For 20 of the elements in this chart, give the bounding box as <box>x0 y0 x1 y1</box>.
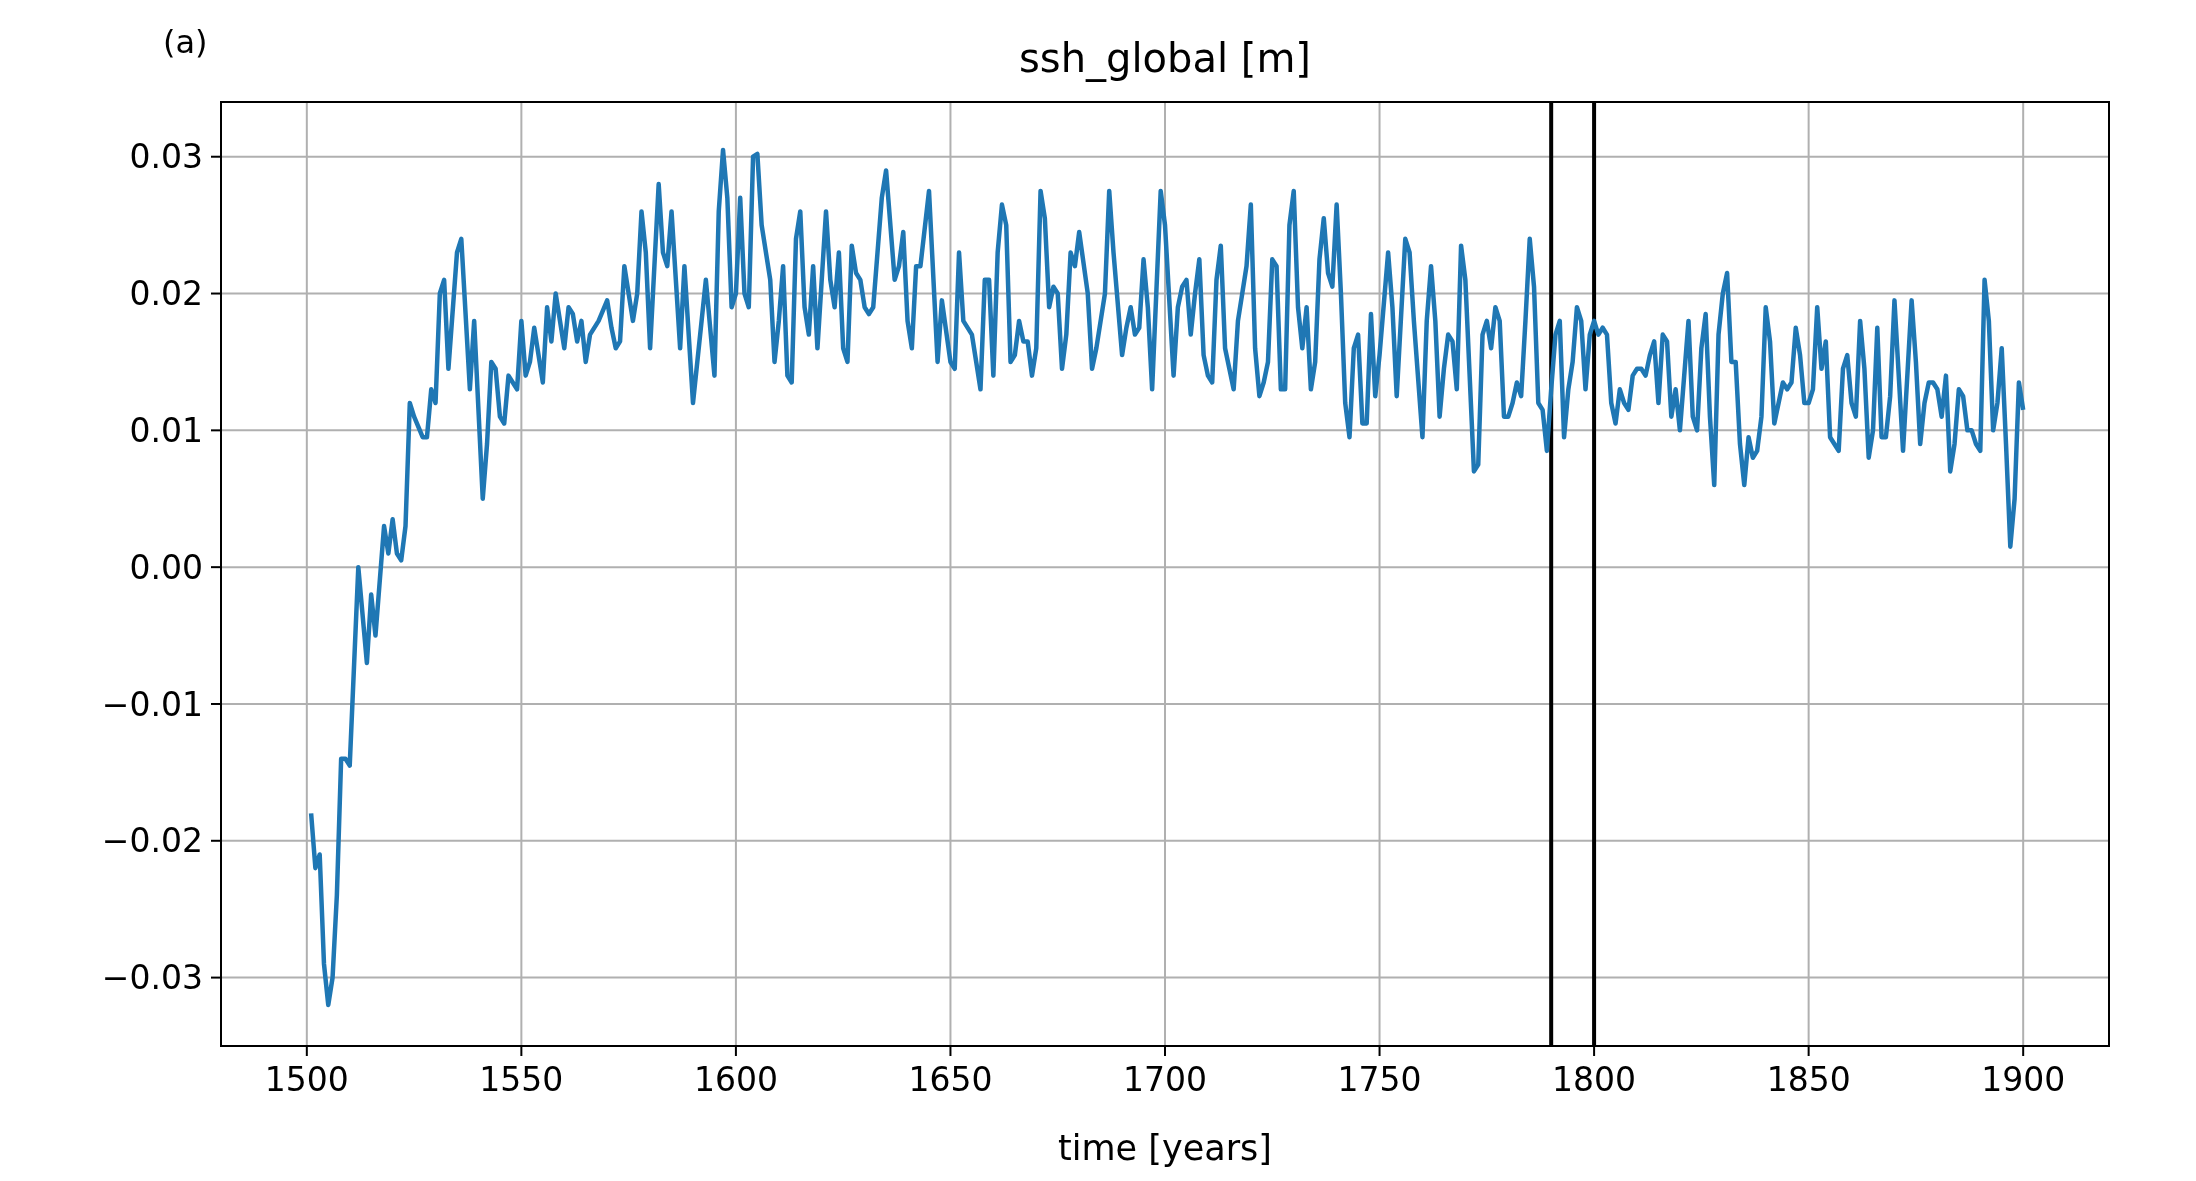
text: (a) <box>163 23 208 61</box>
x-tick-label: 1600 <box>693 1060 778 1099</box>
y-tick-label: 0.02 <box>129 274 203 314</box>
y-tick-label: 0.01 <box>129 410 203 450</box>
y-tick-label: 0.00 <box>129 547 203 587</box>
y-tick-label: −0.03 <box>101 958 203 998</box>
x-tick-label: 1700 <box>1123 1060 1207 1099</box>
y-tick-label: 0.03 <box>129 137 203 177</box>
x-tick-label: 1650 <box>908 1060 993 1099</box>
x-tick-label: 1500 <box>264 1060 349 1099</box>
line-series <box>308 147 2026 1008</box>
x-tick-label: 1550 <box>479 1060 564 1099</box>
x-axis-title: time [years] <box>1058 1128 1272 1168</box>
x-tick-label: 1800 <box>1552 1060 1637 1099</box>
y-tick-label: −0.02 <box>101 821 203 861</box>
x-tick-label: 1850 <box>1766 1060 1851 1099</box>
y-tick-label: −0.01 <box>101 684 203 724</box>
x-tick-label: 1900 <box>1981 1060 2066 1099</box>
chart-title: ssh_global [m] <box>1019 35 1311 82</box>
x-tick-label: 1750 <box>1337 1060 1422 1099</box>
